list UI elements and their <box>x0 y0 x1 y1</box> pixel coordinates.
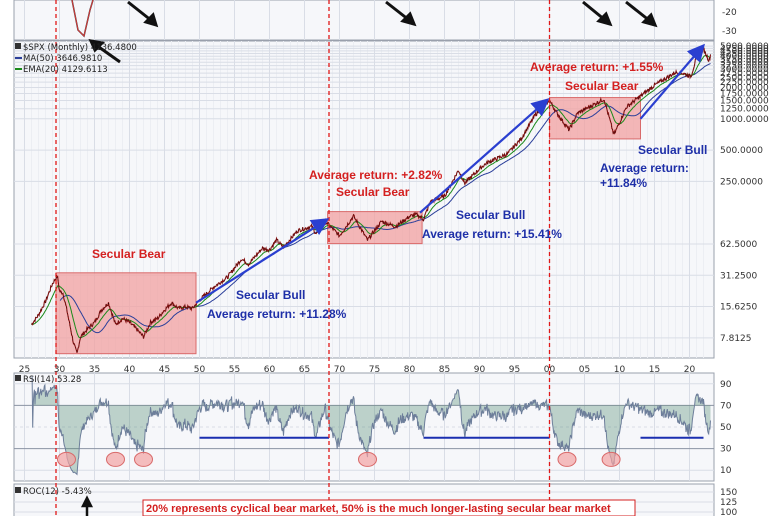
price-y-tick: 500.0000 <box>720 146 763 156</box>
secular-bull-arrow <box>195 218 330 304</box>
price-y-tick: 2500.0000 <box>720 73 769 83</box>
roc-legend: ROC(12) -5.43% <box>15 487 92 497</box>
roc-y-tick: 150 <box>720 488 737 498</box>
annotation-secular-bear-3: Secular Bear <box>565 79 639 93</box>
rsi-oversold-circle <box>57 451 76 467</box>
annotation-return-bull-3-value: +11.84% <box>600 176 647 190</box>
secular-bear-zone <box>55 272 197 355</box>
rsi-y-tick: 50 <box>720 423 732 433</box>
rsi-y-tick: 10 <box>720 466 732 476</box>
x-tick-label: 55 <box>229 365 240 375</box>
rsi-y-tick: 70 <box>720 401 732 411</box>
legend-ema20: EMA(20) 4129.6113 <box>23 65 108 75</box>
annotation-return-bull-3-label: Average return: <box>600 161 689 175</box>
price-y-tick: 4000.0000 <box>720 52 769 62</box>
legend-ma50: MA(50) 3646.9810 <box>23 54 102 64</box>
annotation-secular-bull-2: Secular Bull <box>456 208 525 222</box>
rsi-legend: RSI(14) 53.28 <box>15 375 81 385</box>
price-y-tick: 1750.0000 <box>720 90 769 100</box>
annotation-return-bull-2: Average return: +15.41% <box>422 227 562 241</box>
rsi-y-tick: 30 <box>720 445 732 455</box>
x-tick-label: 25 <box>19 365 30 375</box>
price-y-tick: 62.5000 <box>720 240 757 250</box>
x-tick-label: 15 <box>649 365 660 375</box>
annotation-secular-bull-3: Secular Bull <box>638 143 707 157</box>
price-y-tick: 4750.0000 <box>720 44 769 54</box>
price-y-tick: 4500.0000 <box>720 47 769 57</box>
price-y-tick: 3250.0000 <box>720 62 769 72</box>
price-y-tick: 3000.0000 <box>720 65 769 75</box>
annotation-secular-bear-2: Secular Bear <box>336 185 410 199</box>
x-tick-label: 10 <box>614 365 626 375</box>
roc-legend-text: ROC(12) -5.43% <box>23 487 92 497</box>
rsi-oversold-circle <box>106 451 125 467</box>
secular-bull-arrow <box>639 43 705 120</box>
price-y-tick: 2250.0000 <box>720 78 769 88</box>
rsi-line <box>31 376 711 476</box>
top-panel-arrows <box>88 0 658 64</box>
x-tick-label: 65 <box>299 365 310 375</box>
legend-spx: $SPX (Monthly) 4136.4800 <box>23 43 137 53</box>
ma50-line <box>59 62 711 334</box>
x-tick-label: 75 <box>369 365 380 375</box>
x-tick-label: 95 <box>509 365 520 375</box>
price-y-tick: 1000.0000 <box>720 115 769 125</box>
price-y-tick: 31.2500 <box>720 271 757 281</box>
roc-y-tick: 125 <box>720 498 737 508</box>
x-tick-label: 45 <box>159 365 170 375</box>
price-y-tick: 1250.0000 <box>720 105 769 115</box>
x-tick-label: 85 <box>439 365 450 375</box>
top-panel-oscillator <box>71 0 94 38</box>
x-tick-label: 00 <box>544 365 556 375</box>
roc-y-tick: 100 <box>720 508 737 516</box>
rsi-overbought-fill <box>32 376 711 475</box>
rsi-oversold-circle <box>134 451 153 467</box>
price-legend: $SPX (Monthly) 4136.4800 MA(50) 3646.981… <box>15 43 137 75</box>
price-y-tick: 3750.0000 <box>720 55 769 65</box>
secular-bull-arrow <box>419 98 550 214</box>
x-tick-label: 40 <box>124 365 136 375</box>
price-y-tick: 4250.0000 <box>720 49 769 59</box>
price-y-tick: 250.0000 <box>720 177 763 187</box>
top-tick-minus30: -30 <box>722 27 737 37</box>
roc-arrow <box>80 495 94 516</box>
price-y-tick: 15.6250 <box>720 303 757 313</box>
rsi-oversold-circle <box>358 451 377 467</box>
annotation-return-bear-3: Average return: +1.55% <box>530 60 664 74</box>
price-y-tick: 1500.0000 <box>720 96 769 106</box>
x-tick-label: 80 <box>404 365 416 375</box>
price-y-tick: 3500.0000 <box>720 58 769 68</box>
rsi-legend-text: RSI(14) 53.28 <box>23 375 81 385</box>
top-panel <box>13 0 715 41</box>
roc-note: 20% represents cyclical bear market, 50%… <box>146 503 611 515</box>
x-tick-label: 35 <box>89 365 100 375</box>
x-tick-label: 05 <box>579 365 590 375</box>
secular-bear-zone <box>327 211 423 245</box>
x-tick-label: 70 <box>334 365 346 375</box>
spx-price-line <box>31 46 712 353</box>
rsi-oversold-circle <box>601 451 621 467</box>
annotation-secular-bull-1: Secular Bull <box>236 288 305 302</box>
rsi-oversold-circle <box>557 451 577 467</box>
price-y-tick: 7.8125 <box>720 334 752 344</box>
roc-note-box <box>142 499 636 516</box>
x-tick-label: 50 <box>194 365 206 375</box>
x-tick-label: 90 <box>474 365 486 375</box>
annotation-return-bull-1: Average return: +11.28% <box>207 307 347 321</box>
rsi-y-tick: 90 <box>720 380 732 390</box>
price-y-tick: 2000.0000 <box>720 83 769 93</box>
annotation-secular-bear-1: Secular Bear <box>92 247 166 261</box>
top-tick-minus20: -20 <box>722 8 737 18</box>
x-tick-label: 20 <box>684 365 696 375</box>
annotation-return-bear-2: Average return: +2.82% <box>309 168 443 182</box>
x-tick-label: 30 <box>54 365 66 375</box>
price-y-tick: 5000.0000 <box>720 42 769 52</box>
x-tick-label: 60 <box>264 365 276 375</box>
price-y-tick: 2750.0000 <box>720 69 769 79</box>
